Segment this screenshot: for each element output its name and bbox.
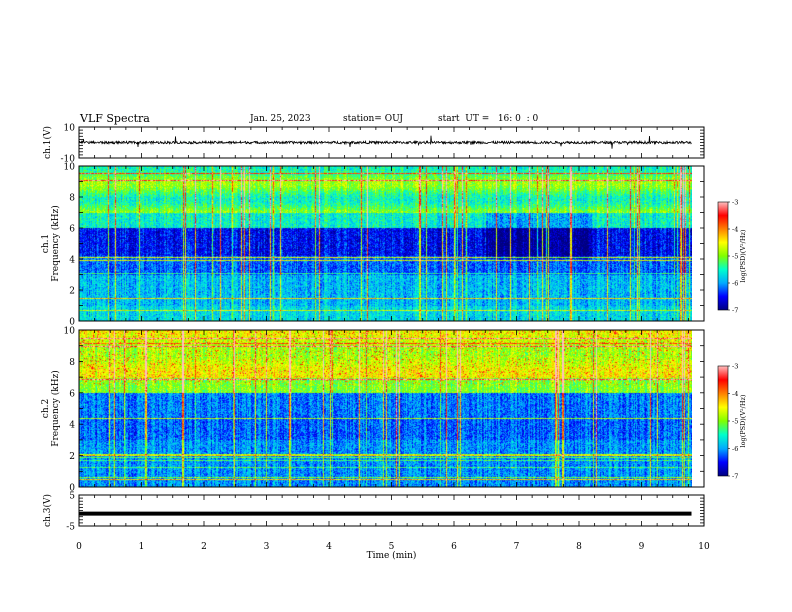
ch1-colorbar-tick-label: -6 bbox=[732, 280, 738, 288]
y-tick-label: 2 bbox=[69, 287, 75, 297]
ch1-spectrogram-image bbox=[79, 166, 692, 321]
x-tick-label: 2 bbox=[201, 542, 207, 552]
x-tick-label: 6 bbox=[451, 542, 457, 552]
ch1-colorbar-tick-label: -4 bbox=[732, 226, 738, 234]
ch2-spectrogram-image bbox=[79, 330, 692, 487]
ch1-colorbar-label: log(PSD)(V²/Hz) bbox=[739, 229, 747, 282]
y-tick-label: 0 bbox=[69, 484, 75, 494]
y-tick-label: 5 bbox=[69, 492, 75, 502]
ch2-colorbar-tick-label: -5 bbox=[732, 418, 738, 426]
ch1-colorbar-tick-label: -7 bbox=[732, 307, 738, 315]
y-tick-label: 10 bbox=[64, 163, 76, 173]
x-tick-label: 1 bbox=[139, 542, 145, 552]
ch2-spectrogram-panel-ylabel-channel: ch.2 bbox=[41, 399, 51, 418]
y-tick-label: 6 bbox=[69, 389, 75, 399]
ch1-waveform-line bbox=[79, 135, 692, 149]
ch1-spectrogram-panel-ylabel-channel: ch.1 bbox=[41, 234, 51, 253]
y-tick-label: 2 bbox=[69, 452, 75, 462]
ch1-colorbar bbox=[717, 201, 729, 311]
x-tick-label: 8 bbox=[576, 542, 582, 552]
ch2-spectrogram-panel-ylabel-frequency: Frequency (kHz) bbox=[50, 370, 61, 447]
x-tick-label: 9 bbox=[639, 542, 645, 552]
x-tick-label: 5 bbox=[389, 542, 395, 552]
ch2-colorbar-tick-label: -3 bbox=[732, 363, 738, 371]
y-tick-label: 0 bbox=[69, 318, 75, 328]
x-tick-label: 0 bbox=[76, 542, 82, 552]
y-tick-label: -10 bbox=[61, 155, 76, 165]
ch2-colorbar-tick-label: -4 bbox=[732, 390, 738, 398]
x-tick-label: 3 bbox=[264, 542, 270, 552]
station-label: station= OUJ bbox=[343, 114, 404, 124]
chart-title: VLF Spectra bbox=[80, 112, 150, 125]
ch2-colorbar-tick-label: -6 bbox=[732, 445, 738, 453]
x-tick-label: 4 bbox=[326, 542, 332, 552]
x-axis-label: Time (min) bbox=[367, 550, 417, 561]
y-tick-label: 8 bbox=[69, 194, 75, 204]
ch2-colorbar-tick-label: -7 bbox=[732, 473, 738, 481]
x-tick-label: 10 bbox=[698, 542, 710, 552]
ch1-colorbar-tick-label: -3 bbox=[732, 199, 738, 207]
ch1-panel-ylabel: ch.1(V) bbox=[42, 126, 53, 159]
start-time-label: start UT = 16: 0 : 0 bbox=[438, 114, 539, 124]
y-tick-label: 8 bbox=[69, 358, 75, 368]
ch1-spectrogram-panel-ylabel-frequency: Frequency (kHz) bbox=[50, 205, 61, 282]
ch2-colorbar bbox=[717, 365, 729, 477]
y-tick-label: 4 bbox=[69, 421, 75, 431]
date-label: Jan. 25, 2023 bbox=[250, 114, 311, 124]
ch1-colorbar-tick-label: -5 bbox=[732, 253, 738, 261]
x-tick-label: 7 bbox=[514, 542, 520, 552]
y-tick-label: 6 bbox=[69, 225, 75, 235]
y-tick-label: 4 bbox=[69, 256, 75, 266]
ch3-panel-ylabel: ch.3(V) bbox=[42, 494, 53, 527]
ch2-colorbar-label: log(PSD)(V²/Hz) bbox=[739, 394, 747, 447]
y-tick-label: -5 bbox=[66, 523, 75, 533]
y-tick-label: 10 bbox=[64, 327, 76, 337]
y-tick-label: 10 bbox=[64, 124, 76, 134]
